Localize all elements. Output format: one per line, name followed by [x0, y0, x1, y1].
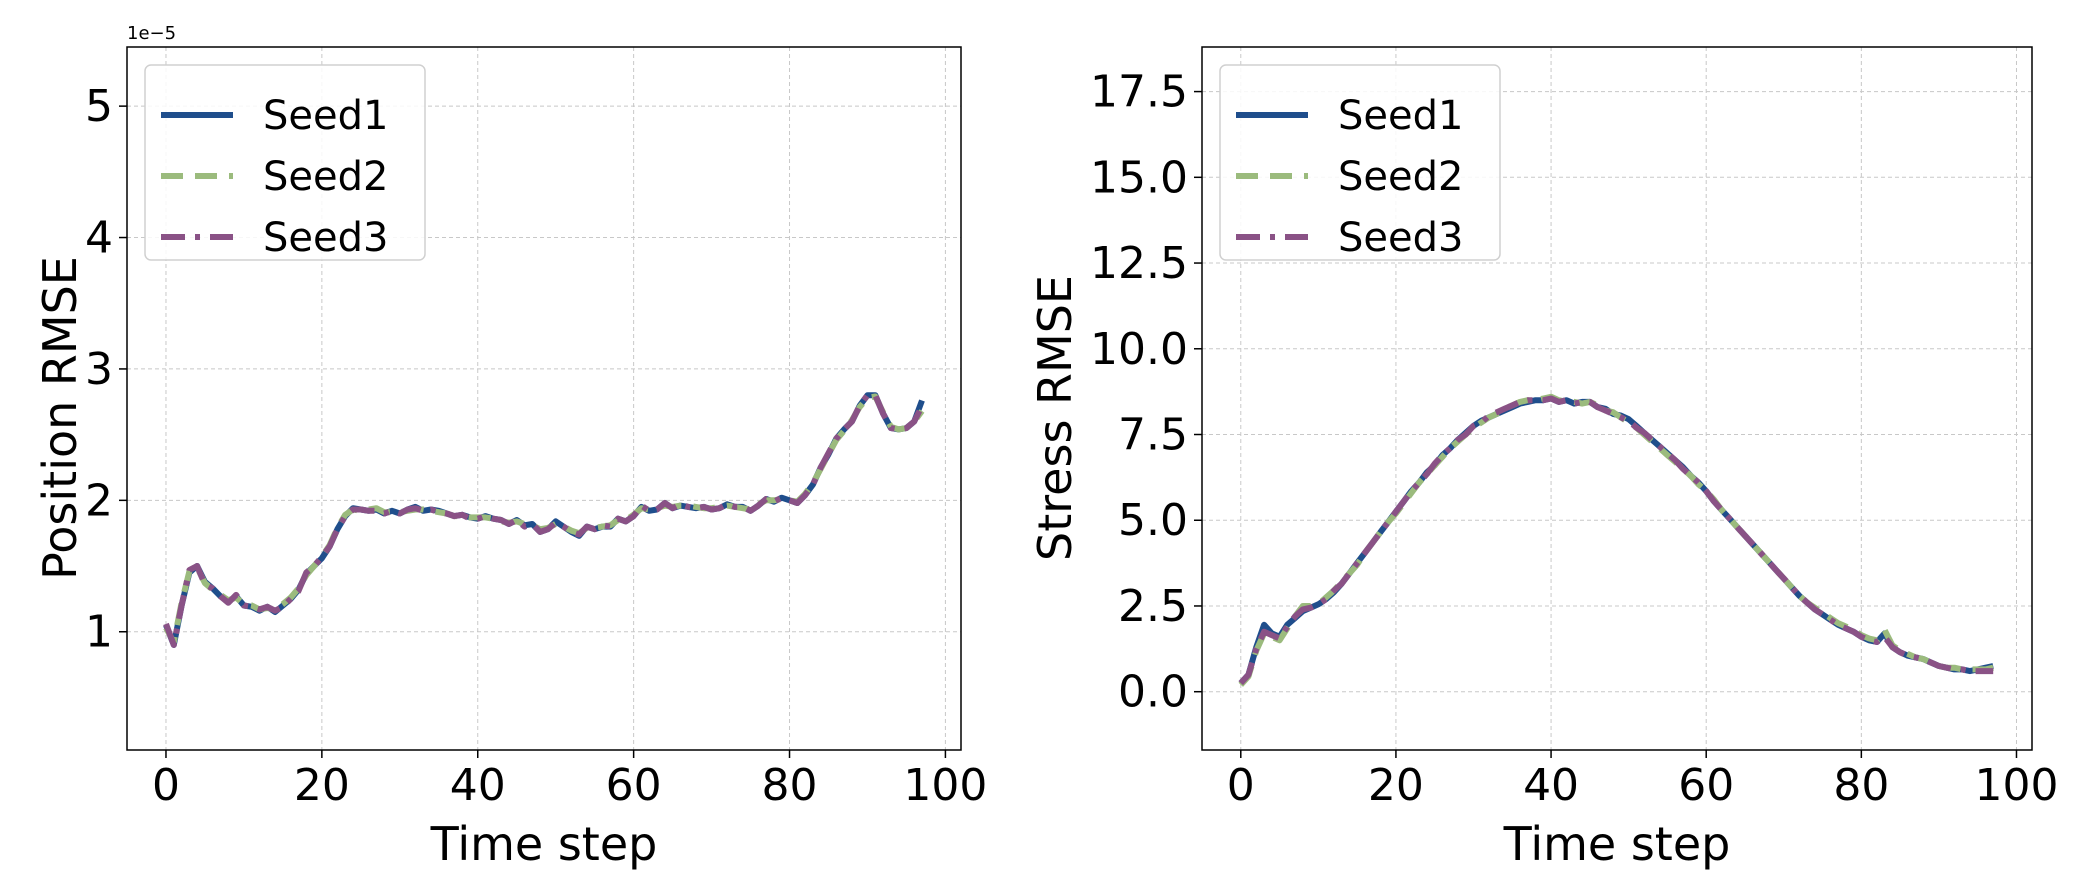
y-tick-label: 0.0 — [1118, 667, 1188, 718]
series-line-seed3 — [163, 392, 925, 648]
chart-panel-1: 0 20 40 60 80 100 1 2 3 4 5 Time step Position RMSE 1… — [33, 23, 987, 871]
y-tick-label: 4 — [85, 213, 113, 264]
legend-label-seed1: Seed1 — [263, 93, 388, 139]
series-line-seed1 — [1238, 395, 1994, 686]
y-tick-label: 7.5 — [1118, 410, 1188, 461]
x-tick-label: 40 — [450, 760, 506, 811]
x-tick-label: 100 — [903, 760, 987, 811]
y-tick-label: 17.5 — [1090, 67, 1188, 118]
y-axis-label: Position RMSE — [33, 256, 87, 580]
x-tick-label: 80 — [1833, 760, 1889, 811]
series-lines — [1238, 393, 1994, 687]
x-tick-label: 80 — [762, 760, 818, 811]
axis-offset-text: 1e−5 — [127, 23, 176, 44]
y-tick-label: 12.5 — [1090, 238, 1188, 289]
y-tick-label: 3 — [85, 344, 113, 395]
x-tick-label: 60 — [1678, 760, 1734, 811]
x-axis-label: Time step — [430, 817, 658, 871]
legend-label-seed3: Seed3 — [1338, 215, 1463, 261]
legend: Seed1 Seed2 Seed3 — [144, 64, 426, 261]
x-tick-label: 60 — [606, 760, 662, 811]
y-axis-label: Stress RMSE — [1028, 275, 1082, 561]
x-tick-label: 20 — [294, 760, 350, 811]
series-line-seed1 — [163, 392, 925, 648]
series-lines — [163, 392, 925, 648]
y-tick-label: 5.0 — [1118, 495, 1188, 546]
series-line-seed2 — [1238, 393, 1994, 687]
legend-label-seed1: Seed1 — [1338, 93, 1463, 139]
legend-label-seed2: Seed2 — [1338, 154, 1463, 200]
y-tick-label: 10.0 — [1090, 324, 1188, 375]
plot-frame — [1201, 46, 2033, 751]
y-tick-label: 5 — [85, 81, 113, 132]
legend-label-seed3: Seed3 — [263, 215, 388, 261]
y-tick-label: 1 — [85, 607, 113, 658]
y-tick-label: 15.0 — [1090, 152, 1188, 203]
x-tick-label: 20 — [1368, 760, 1424, 811]
x-tick-label: 40 — [1523, 760, 1579, 811]
chart-panel-2: 0 20 40 60 80 100 0.0 2.5 5.0 7.5 10.0 12.5 15.0 17.5… — [1028, 46, 2058, 871]
series-line-seed3 — [1238, 395, 1994, 686]
x-tick-label: 0 — [1227, 760, 1255, 811]
y-tick-label: 2.5 — [1118, 581, 1188, 632]
legend-label-seed2: Seed2 — [263, 154, 388, 200]
x-tick-label: 100 — [1974, 760, 2058, 811]
x-tick-label: 0 — [152, 760, 180, 811]
plot-frame — [126, 46, 962, 751]
legend: Seed1 Seed2 Seed3 — [1219, 64, 1501, 261]
x-axis-label: Time step — [1503, 817, 1731, 871]
y-tick-label: 2 — [85, 475, 113, 526]
